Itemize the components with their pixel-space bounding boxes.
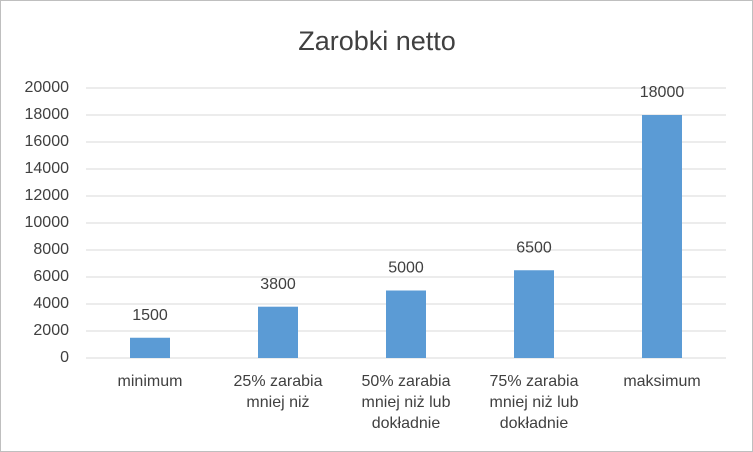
y-tick-label: 4000 [33,295,69,312]
x-tick-label: 75% zarabia mniej niż lub dokładnie [489,373,579,432]
y-tick-label: 20000 [25,79,70,96]
chart-title: Zarobki netto [298,26,456,56]
bar [258,306,298,358]
value-label: 6500 [516,239,552,256]
bar [130,337,170,358]
y-tick-label: 0 [60,349,69,366]
bar [386,290,426,358]
x-tick-label: maksimum [623,373,701,390]
value-label: 5000 [388,260,424,277]
bar [514,270,554,358]
y-tick-label: 12000 [25,187,70,204]
y-tick-label: 6000 [33,268,69,285]
value-label: 18000 [640,84,685,101]
value-label: 1500 [132,307,168,324]
x-tick-label: 50% zarabia mniej niż lub dokładnie [361,373,451,432]
y-tick-label: 2000 [33,322,69,339]
y-tick-label: 18000 [25,106,70,123]
y-tick-label: 16000 [25,133,70,150]
y-tick-label: 10000 [25,214,70,231]
x-tick-label: minimum [117,373,183,390]
bar [642,115,682,358]
y-tick-label: 14000 [25,160,70,177]
value-label: 3800 [260,276,296,293]
y-tick-label: 8000 [33,241,69,258]
x-tick-label: 25% zarabia mniej niż [233,373,323,411]
